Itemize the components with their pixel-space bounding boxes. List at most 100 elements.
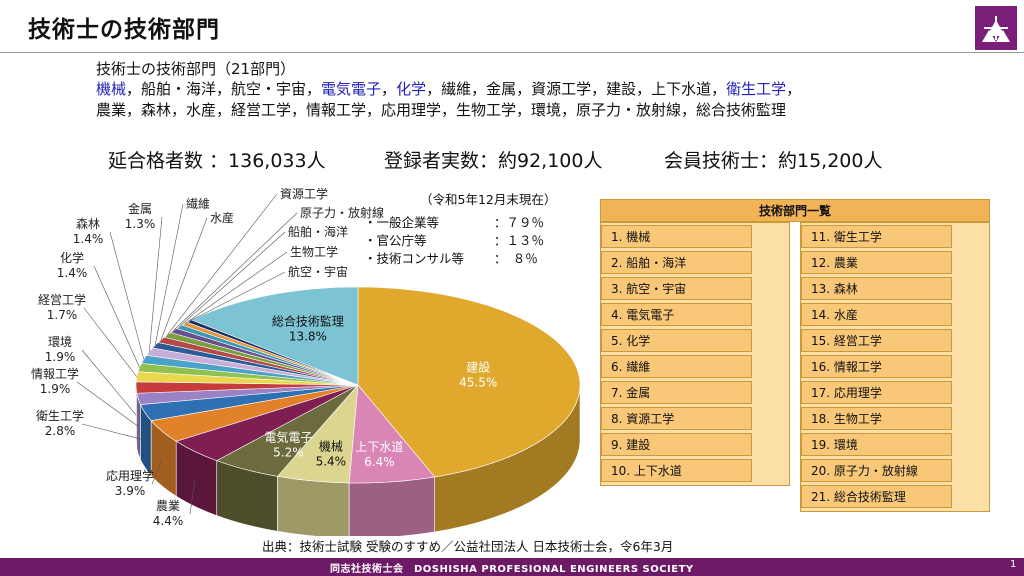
- pie-value-label: 1.9%: [45, 350, 76, 364]
- pie-value-label: 4.4%: [153, 514, 184, 528]
- dept-table-cell: 2. 船舶・海洋: [601, 251, 752, 274]
- pie-name-label: 繊維: [186, 197, 210, 211]
- pie-leader-line: [179, 231, 286, 328]
- stat-registered: 登録者実数：約92,100人: [384, 150, 603, 172]
- pie-leader-line: [109, 231, 145, 360]
- pie-name-label: 農業: [156, 499, 180, 513]
- dept-list-line-1: 機械，船舶・海洋，航空・宇宙，電気電子，化学，繊維，金属，資源工学，建設，上下水…: [96, 78, 801, 99]
- footer-org: 同志社技術士会 DOSHISHA PROFESIONAL ENGINEERS S…: [330, 564, 694, 575]
- dept-table-cell: 8. 資源工学: [601, 407, 752, 430]
- dept-table-cell: 10. 上下水道: [601, 459, 752, 482]
- pie-leader-line: [160, 217, 208, 340]
- dept-table-cell: 20. 原子力・放射線: [801, 459, 952, 482]
- pie-value-label: 6.4%: [364, 455, 395, 469]
- highlighted-dept: 電気電子: [321, 80, 382, 98]
- breakdown-label: ・技術コンサル等: [364, 251, 465, 266]
- pie-leader-line: [151, 458, 163, 485]
- stat-total-passers: 延合格者数 ：136,033人: [108, 150, 326, 172]
- dept-table-cell: 15. 経営工学: [801, 329, 952, 352]
- pie-slice-総合技術監理: [191, 286, 359, 386]
- pie-leader-line: [173, 212, 298, 331]
- pie-value-label: 5.2%: [273, 446, 304, 460]
- dept-table-cell: 11. 衛生工学: [801, 225, 952, 248]
- dept-text: ，: [381, 80, 397, 98]
- dept-table-cell: 17. 応用理学: [801, 381, 952, 404]
- pie-value-label: 2.8%: [45, 424, 76, 438]
- page-number: 1: [1010, 559, 1017, 570]
- pie-leader-line: [81, 423, 146, 441]
- pie-value-label: 45.5%: [459, 375, 497, 389]
- pie-name-label: 環境: [48, 334, 72, 349]
- stat-members: 会員技術士：約15,200人: [664, 150, 883, 172]
- pie-name-label: 情報工学: [31, 366, 79, 381]
- breakdown-label: ・官公庁等: [364, 233, 427, 248]
- breakdown-value: ： ８％: [494, 251, 538, 266]
- pie-slice-建設: [357, 286, 581, 478]
- breakdown-label: ・一般企業等: [364, 215, 440, 230]
- footer-bar: [0, 558, 1024, 576]
- pie-name-label: 船舶・海洋: [288, 224, 348, 239]
- pie-leader-line: [93, 265, 140, 368]
- pie-leader-line: [154, 203, 184, 346]
- pie-name-label: 建設: [466, 359, 490, 374]
- pie-value-label: 1.3%: [125, 217, 156, 231]
- dept-table-cell: 1. 機械: [601, 225, 752, 248]
- pie-name-label: 電気電子: [264, 430, 312, 445]
- dept-text: ，繊維，金属，資源工学，建設，上下水道，: [426, 80, 727, 98]
- breakdown-value: ：７９％: [494, 215, 545, 230]
- highlighted-dept: 機械: [96, 80, 127, 98]
- page-title: 技術士の技術部門: [28, 17, 220, 43]
- pie-name-label: 経営工学: [38, 292, 86, 307]
- dept-table-cell: 21. 総合技術監理: [801, 485, 952, 508]
- pie-side-上下水道: [348, 476, 435, 536]
- pie-leader-line: [83, 307, 138, 377]
- breakdown-row: ・一般企業等 ：７９％: [364, 212, 544, 231]
- pie-value-label: 1.9%: [40, 382, 71, 396]
- pie-side-機械: [277, 475, 350, 536]
- pie-leader-line: [148, 216, 163, 352]
- pie-value-label: 13.8%: [289, 329, 327, 343]
- dept-table-cell: 19. 環境: [801, 433, 952, 456]
- pie-name-label: 水産: [210, 210, 234, 225]
- pie-name-label: 原子力・放射線: [300, 205, 384, 220]
- pie-value-label: 5.4%: [316, 454, 347, 468]
- pie-leader-line: [76, 381, 139, 427]
- pie-name-label: 航空・宇宙: [288, 264, 348, 279]
- society-logo: [975, 6, 1017, 50]
- dept-table-cell: 7. 金属: [601, 381, 752, 404]
- dept-table-cell: 13. 森林: [801, 277, 952, 300]
- title-divider: [0, 52, 1024, 53]
- dept-table-cell: 14. 水産: [801, 303, 952, 326]
- pie-name-label: 総合技術監理: [272, 313, 344, 328]
- dept-table-cell: 16. 情報工学: [801, 355, 952, 378]
- breakdown-row: ・技術コンサル等 ： ８％: [364, 248, 538, 267]
- dept-text: ，: [786, 80, 802, 98]
- dept-table-cell: 4. 電気電子: [601, 303, 752, 326]
- breakdown-row: ・官公庁等 ：１３％: [364, 230, 544, 249]
- dept-table-cell: 5. 化学: [601, 329, 752, 352]
- pie-name-label: 資源工学: [280, 186, 328, 201]
- pie-value-label: 1.7%: [47, 308, 78, 322]
- triangle-logo-icon: [982, 16, 1010, 42]
- pie-name-label: 金属: [128, 201, 152, 216]
- pie-leader-line: [167, 193, 278, 335]
- breakdown-value: ：１３％: [494, 233, 545, 248]
- dept-list-line-2: 農業，森林，水産，経営工学，情報工学，応用理学，生物工学，環境，原子力・放射線，…: [96, 101, 787, 119]
- pie-leader-line: [81, 349, 137, 416]
- breakdown-date: （令和5年12月末現在）: [420, 192, 557, 207]
- dept-table-cell: 18. 生物工学: [801, 407, 952, 430]
- pie-name-label: 衛生工学: [36, 408, 84, 423]
- pie-leader-line: [184, 251, 288, 324]
- source-citation: 出典：技術士試験 受験のすすめ／公益社団法人 日本技術士会，令6年3月: [262, 539, 674, 554]
- dept-table-cell: 6. 繊維: [601, 355, 752, 378]
- dept-table-header: 技術部門一覧: [600, 199, 990, 222]
- dept-text: ，船舶・海洋，航空・宇宙，: [126, 80, 322, 98]
- dept-table-cell: 12. 農業: [801, 251, 952, 274]
- pie-name-label: 応用理学: [106, 468, 154, 483]
- highlighted-dept: 衛生工学: [726, 80, 787, 98]
- pie-name-label: 化学: [60, 250, 84, 265]
- dept-table-cell: 3. 航空・宇宙: [601, 277, 752, 300]
- pie-value-label: 1.4%: [57, 266, 88, 280]
- intro-heading: 技術士の技術部門（21部門）: [96, 60, 296, 78]
